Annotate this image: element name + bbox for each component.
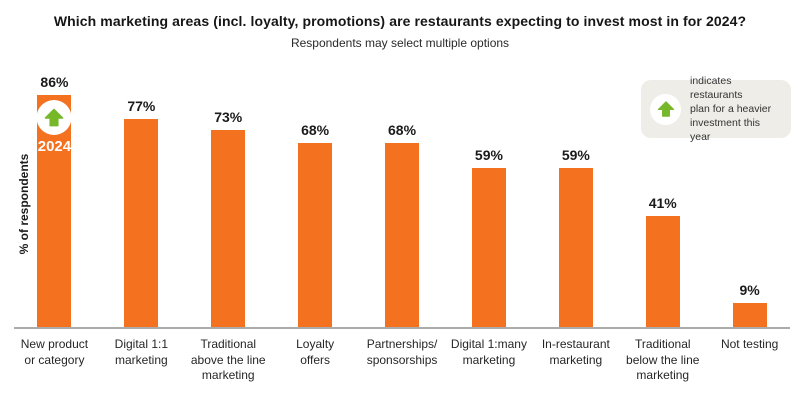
bar-value-label: 9% xyxy=(739,281,760,298)
bar xyxy=(558,167,593,327)
bar xyxy=(471,167,506,327)
bar-value-label: 77% xyxy=(127,98,156,115)
bar xyxy=(124,119,159,327)
up-arrow-icon xyxy=(650,93,681,125)
bar-column: 59% xyxy=(446,147,533,327)
bar: 2024 xyxy=(36,94,72,327)
bar-column: 86% 2024 xyxy=(11,74,98,327)
bar-column: 73% xyxy=(185,109,272,327)
bar-value-label: 86% xyxy=(40,73,69,90)
category-label: Digital 1:1 marketing xyxy=(114,337,169,367)
bar-value-label: 68% xyxy=(388,122,417,139)
legend: indicates restaurants plan for a heavier… xyxy=(641,75,791,143)
bar-value-label: 73% xyxy=(214,108,243,125)
category-label: Not testing xyxy=(720,337,779,351)
bar-column: 59% xyxy=(532,147,619,327)
category-label: Loyalty offers xyxy=(296,337,335,367)
category-label: Traditional above the line marketing xyxy=(190,337,266,383)
bar-column: 77% xyxy=(98,98,185,327)
bar-value-label: 41% xyxy=(648,195,677,212)
bar-column: 41% xyxy=(619,195,706,327)
bar xyxy=(732,302,767,327)
category-label: Partnerships/ sponsorships xyxy=(366,337,438,367)
bar-column: 68% xyxy=(359,122,446,327)
bar xyxy=(298,143,333,327)
category-label: Digital 1:many marketing xyxy=(450,337,527,367)
bar-value-label: 59% xyxy=(474,146,503,163)
bar xyxy=(385,143,420,327)
category-label: Traditional below the line marketing xyxy=(626,337,700,383)
category-label: In-restaurant marketing xyxy=(541,337,610,367)
x-axis-line xyxy=(14,327,790,329)
bar-column: 9% xyxy=(706,282,793,327)
chart-subtitle: Respondents may select multiple options xyxy=(290,36,510,50)
bar xyxy=(645,216,680,327)
heavier-investment-badge: 2024 xyxy=(36,99,72,155)
bar-column: 68% xyxy=(272,122,359,327)
bar xyxy=(211,129,246,327)
bar-value-label: 59% xyxy=(561,146,590,163)
bar-value-label: 68% xyxy=(301,122,330,139)
up-arrow-icon xyxy=(36,99,72,135)
badge-year-label: 2024 xyxy=(37,137,72,155)
chart-title: Which marketing areas (incl. loyalty, pr… xyxy=(53,13,747,29)
legend-text: indicates restaurants plan for a heavier… xyxy=(690,74,772,144)
category-label: New product or category xyxy=(20,337,89,367)
